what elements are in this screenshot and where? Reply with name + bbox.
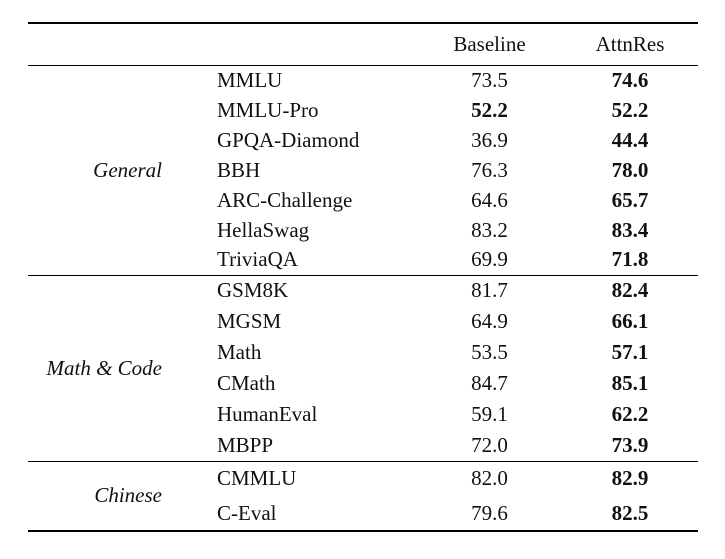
table-row: BBH 76.3 78.0 [28, 155, 698, 185]
attnres-value: 83.4 [611, 217, 649, 242]
category-label: Chinese [94, 483, 162, 508]
baseline-value: 82.0 [471, 466, 508, 491]
baseline-value: 73.5 [471, 67, 508, 92]
benchmark-name: MGSM [217, 309, 282, 333]
benchmark-name: MMLU [217, 67, 283, 92]
baseline-value: 83.2 [471, 217, 508, 242]
table-row: GPQA-Diamond 36.9 44.4 [28, 125, 698, 155]
baseline-value: 59.1 [471, 402, 508, 426]
attnres-value: 78.0 [611, 157, 649, 182]
table-row: TriviaQA 69.9 71.8 [28, 245, 698, 275]
attnres-value: 74.6 [611, 67, 649, 92]
benchmark-name: MMLU-Pro [217, 97, 319, 122]
benchmark-name: CMMLU [217, 466, 297, 491]
table-row: MMLU-Pro 52.2 52.2 [28, 95, 698, 125]
attnres-value: 66.1 [611, 309, 649, 333]
section-general: General MMLU 73.5 74.6 MMLU-Pro 52.2 52.… [28, 65, 698, 275]
benchmark-name: BBH [217, 157, 261, 182]
baseline-value: 52.2 [471, 97, 508, 122]
section-math-code: Math & Code GSM8K 81.7 82.4 MGSM 64.9 66… [28, 275, 698, 461]
benchmark-name: CMath [217, 371, 276, 395]
baseline-value: 79.6 [471, 500, 508, 525]
header-row: Baseline AttnRes [28, 23, 698, 65]
attnres-value: 82.9 [611, 466, 649, 491]
attnres-value: 57.1 [611, 340, 649, 364]
header-benchmark-empty [217, 23, 417, 65]
attnres-value: 52.2 [611, 97, 649, 122]
baseline-value: 76.3 [471, 157, 508, 182]
benchmark-results-table: Baseline AttnRes General MMLU 73.5 74.6 … [28, 22, 698, 532]
benchmark-name: C-Eval [217, 500, 277, 525]
section-chinese: Chinese CMMLU 82.0 82.9 C-Eval 79.6 82.5 [28, 461, 698, 531]
attnres-value: 73.9 [611, 432, 649, 457]
baseline-value: 53.5 [471, 340, 508, 364]
attnres-value: 82.4 [611, 278, 649, 303]
header-baseline: Baseline [453, 31, 526, 56]
benchmark-name: HellaSwag [217, 217, 310, 242]
attnres-value: 82.5 [611, 500, 649, 525]
table-row: CMath 84.7 85.1 [28, 368, 698, 399]
table-row: C-Eval 79.6 82.5 [28, 496, 698, 531]
table-row: HellaSwag 83.2 83.4 [28, 215, 698, 245]
table-row: MBPP 72.0 73.9 [28, 430, 698, 461]
benchmark-name: GPQA-Diamond [217, 127, 360, 152]
benchmark-name: Math [217, 340, 262, 364]
baseline-value: 81.7 [471, 278, 508, 303]
baseline-value: 84.7 [471, 371, 508, 395]
attnres-value: 65.7 [611, 187, 649, 212]
benchmark-name: TriviaQA [217, 247, 298, 272]
baseline-value: 72.0 [471, 432, 508, 457]
baseline-value: 69.9 [471, 247, 508, 272]
benchmark-name: HumanEval [217, 402, 318, 426]
attnres-value: 85.1 [611, 371, 649, 395]
attnres-value: 62.2 [611, 402, 649, 426]
attnres-value: 71.8 [611, 247, 649, 272]
header-attnres: AttnRes [595, 31, 665, 56]
table-row: Math 53.5 57.1 [28, 337, 698, 368]
table-row: HumanEval 59.1 62.2 [28, 399, 698, 430]
table-row: ARC-Challenge 64.6 65.7 [28, 185, 698, 215]
table-header: Baseline AttnRes [28, 23, 698, 65]
baseline-value: 36.9 [471, 127, 508, 152]
table-row: General MMLU 73.5 74.6 [28, 65, 698, 182]
category-label: Math & Code [46, 355, 163, 380]
table-row: MGSM 64.9 66.1 [28, 306, 698, 337]
table-row: Chinese CMMLU 82.0 82.9 [28, 461, 698, 507]
category-label: General [93, 157, 162, 182]
table-row: Math & Code GSM8K 81.7 82.4 [28, 275, 698, 379]
baseline-value: 64.9 [471, 309, 508, 333]
header-category-empty [28, 23, 217, 65]
benchmark-name: ARC-Challenge [217, 187, 353, 212]
attnres-value: 44.4 [611, 127, 649, 152]
benchmark-name: MBPP [217, 432, 274, 457]
baseline-value: 64.6 [471, 187, 508, 212]
benchmark-name: GSM8K [217, 278, 289, 303]
